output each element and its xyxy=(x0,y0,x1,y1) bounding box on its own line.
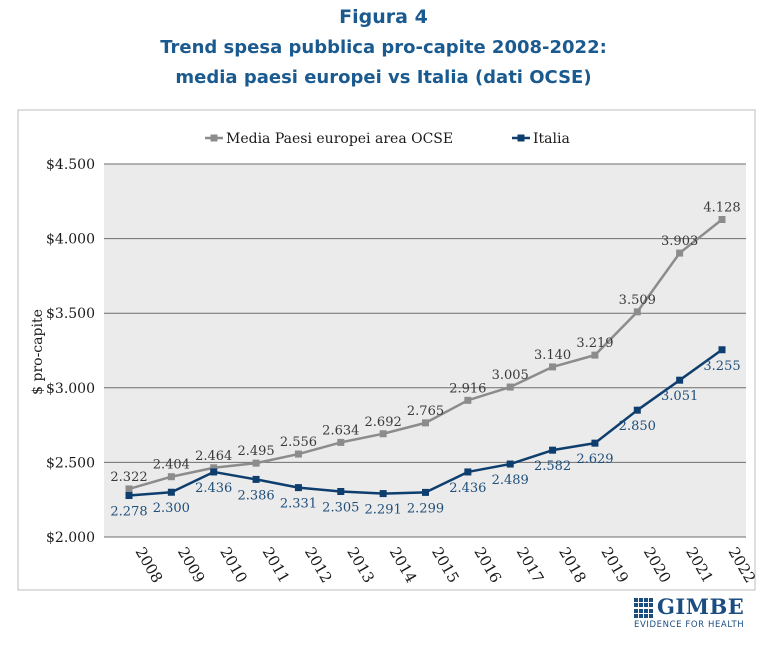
data-point xyxy=(294,484,302,492)
data-point xyxy=(591,351,599,359)
data-label: 2.436 xyxy=(195,481,232,496)
data-label: 2.300 xyxy=(153,501,190,516)
data-label: 3.219 xyxy=(576,336,613,351)
data-label: 2.850 xyxy=(619,419,656,434)
legend-marker xyxy=(210,134,218,142)
data-label: 2.291 xyxy=(365,503,402,518)
data-point xyxy=(337,487,345,495)
data-label: 2.386 xyxy=(237,488,274,503)
data-point xyxy=(252,459,260,467)
data-label: 2.404 xyxy=(153,458,190,473)
data-label: 2.556 xyxy=(280,435,317,450)
data-point xyxy=(676,376,684,384)
data-point xyxy=(379,490,387,498)
data-label: 2.299 xyxy=(407,501,444,516)
data-label: 2.765 xyxy=(407,404,444,419)
data-point xyxy=(422,419,429,427)
data-label: 2.582 xyxy=(534,459,571,474)
data-point xyxy=(125,492,133,500)
legend-label: Italia xyxy=(533,131,570,147)
data-point xyxy=(549,363,557,371)
data-point xyxy=(506,383,514,391)
legend-label: Media Paesi europei area OCSE xyxy=(226,131,453,147)
data-label: 3.903 xyxy=(661,234,698,249)
data-label: 2.278 xyxy=(110,505,147,520)
data-label: 2.305 xyxy=(322,500,359,515)
data-point xyxy=(210,468,218,476)
data-point xyxy=(549,446,557,454)
data-point xyxy=(167,473,175,481)
data-point xyxy=(591,439,599,447)
data-point xyxy=(633,406,641,414)
data-point xyxy=(252,475,260,483)
data-point xyxy=(337,438,345,446)
y-tick-label: $4.000 xyxy=(46,232,95,248)
data-point xyxy=(676,249,684,257)
figure-label: Figura 4 xyxy=(339,6,428,28)
data-label: 3.005 xyxy=(492,368,529,383)
data-point xyxy=(167,488,175,496)
y-tick-label: $4.500 xyxy=(46,157,95,173)
gimbe-logo-icon xyxy=(634,598,654,618)
data-point xyxy=(718,346,726,354)
data-label: 2.692 xyxy=(365,415,402,430)
data-label: 3.051 xyxy=(661,389,698,404)
data-label: 2.495 xyxy=(237,444,274,459)
data-label: 2.629 xyxy=(576,452,613,467)
data-point xyxy=(464,468,472,476)
data-point xyxy=(210,464,218,472)
data-label: 2.489 xyxy=(492,473,529,488)
y-tick-label: $2.000 xyxy=(46,530,95,546)
logo-name: GIMBE xyxy=(657,594,745,619)
data-point xyxy=(125,485,133,493)
y-axis-label: $ pro-capite xyxy=(30,309,46,395)
y-tick-label: $2.500 xyxy=(46,455,95,471)
figure-title-line-2: media paesi europei vs Italia (dati OCSE… xyxy=(175,67,592,88)
data-label: 2.322 xyxy=(110,470,147,485)
figure-title-line-1: Trend spesa pubblica pro-capite 2008-202… xyxy=(160,37,607,58)
y-tick-label: $3.000 xyxy=(46,381,95,397)
data-label: 2.634 xyxy=(322,423,359,438)
data-label: 3.255 xyxy=(703,359,740,374)
data-point xyxy=(422,488,429,496)
data-label: 3.140 xyxy=(534,348,571,363)
data-point xyxy=(379,430,387,438)
data-label: 2.436 xyxy=(449,481,486,496)
data-label: 2.464 xyxy=(195,449,232,464)
data-label: 2.916 xyxy=(449,381,486,396)
data-point xyxy=(294,450,302,458)
gimbe-logo: GIMBE EVIDENCE FOR HEALTH xyxy=(634,594,754,636)
data-label: 2.331 xyxy=(280,497,317,512)
legend-marker xyxy=(517,134,525,142)
logo-tagline: EVIDENCE FOR HEALTH xyxy=(634,620,745,630)
data-point xyxy=(718,216,726,224)
data-label: 4.128 xyxy=(703,201,740,216)
data-point xyxy=(506,460,514,468)
data-label: 3.509 xyxy=(619,293,656,308)
data-point xyxy=(633,308,641,316)
y-tick-label: $3.500 xyxy=(46,306,95,322)
data-point xyxy=(464,396,472,404)
